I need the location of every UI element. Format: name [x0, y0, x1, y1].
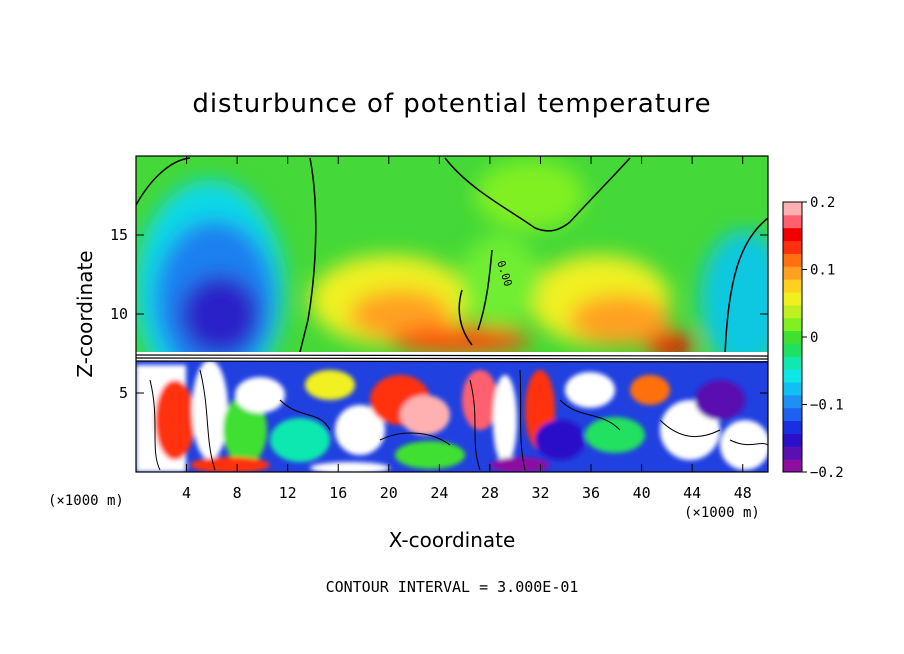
contour-interval-note: CONTOUR INTERVAL = 3.000E-01	[326, 578, 579, 596]
zero-contour-center	[458, 249, 493, 346]
colorbar-swatch	[783, 317, 802, 332]
x-tick-label: 28	[481, 484, 499, 502]
lower-contours	[149, 369, 768, 471]
x-tick-label: 36	[582, 484, 600, 502]
x-tick-label: 32	[531, 484, 549, 502]
chart-title: disturbunce of potential temperature	[192, 89, 711, 119]
y-tick-label: 15	[110, 226, 128, 244]
x-tick-label: 16	[329, 484, 347, 502]
inversion-contours	[136, 354, 768, 363]
x-tick-label: 4	[182, 484, 191, 502]
colorbar	[783, 202, 802, 473]
x-tick-label: 20	[380, 484, 398, 502]
colorbar-tick-label: −0.2	[810, 465, 844, 481]
colorbar-swatch	[783, 330, 802, 344]
colorbar-swatch	[783, 214, 802, 229]
x-unit-right: (×1000 m)	[684, 505, 760, 521]
x-tick-label: 48	[734, 484, 752, 502]
x-axis-ticks: 4 8 12 16 20 24 28 32 36 40 44 48	[182, 156, 752, 502]
colorbar-swatch	[783, 227, 802, 242]
x-tick-label: 8	[233, 484, 242, 502]
y-tick-label: 10	[110, 305, 128, 323]
colorbar-swatch	[783, 459, 802, 473]
colorbar-swatch	[783, 407, 802, 422]
colorbar-swatch	[783, 394, 802, 409]
colorbar-swatch	[783, 253, 802, 267]
y-axis-ticks: 5 10 15	[110, 226, 768, 402]
colorbar-tick-label: 0.2	[810, 195, 835, 211]
colorbar-swatch	[783, 356, 802, 370]
heatmap-field: 0.00	[136, 156, 768, 472]
x-tick-label: 40	[633, 484, 651, 502]
lower-turbulence	[136, 360, 768, 472]
colorbar-swatch	[783, 433, 802, 447]
colorbar-swatch	[783, 279, 802, 293]
zero-contour-right	[444, 157, 768, 356]
x-tick-label: 44	[683, 484, 701, 502]
x-axis-label: X-coordinate	[389, 528, 516, 552]
colorbar-tick-label: 0	[810, 330, 818, 346]
colorbar-swatch	[783, 292, 802, 306]
upper-blobs	[136, 160, 768, 400]
colorbar-swatch	[783, 420, 802, 434]
x-tick-label: 24	[430, 484, 448, 502]
colorbar-swatch	[783, 304, 802, 319]
colorbar-swatch	[783, 369, 802, 383]
x-unit-left: (×1000 m)	[48, 493, 124, 509]
colorbar-swatch	[783, 240, 802, 254]
colorbar-swatch	[783, 266, 802, 280]
colorbar-tick-label: −0.1	[810, 398, 844, 414]
inversion-band	[136, 352, 768, 361]
y-axis-label: Z-coordinate	[73, 250, 97, 377]
x-tick-label: 12	[279, 484, 297, 502]
y-tick-label: 5	[119, 384, 128, 402]
colorbar-ticks: −0.2 −0.1 0 0.1 0.2	[802, 195, 844, 481]
colorbar-swatch	[783, 343, 802, 357]
colorbar-swatch	[783, 202, 802, 216]
colorbar-tick-label: 0.1	[810, 263, 835, 279]
zero-contour-left	[136, 157, 317, 353]
colorbar-swatch	[783, 382, 802, 396]
colorbar-swatch	[783, 446, 802, 460]
